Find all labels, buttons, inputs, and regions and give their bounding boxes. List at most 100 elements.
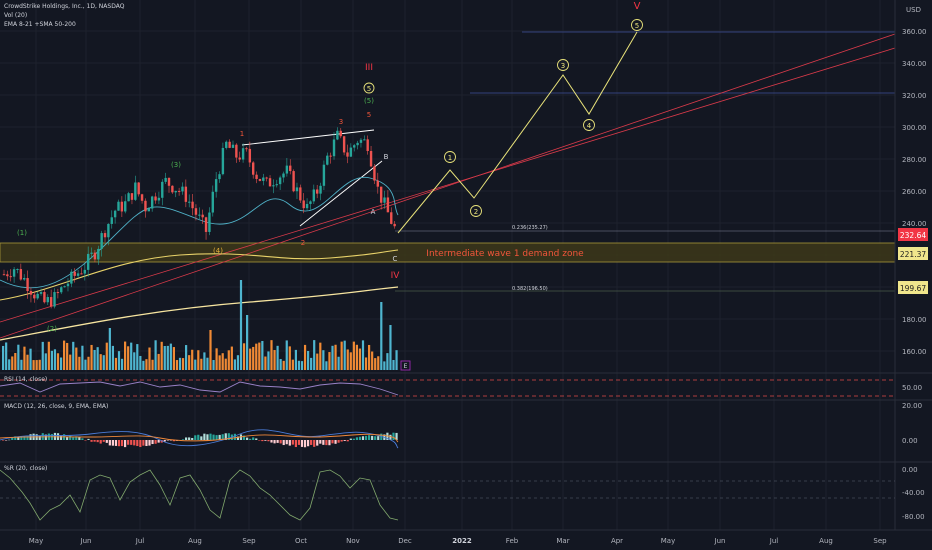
candle-body[interactable] [100,233,103,249]
candle-body[interactable] [204,217,208,232]
candle-body[interactable] [251,162,255,175]
candle-body[interactable] [383,197,386,203]
candle-body[interactable] [46,297,49,303]
candle-body[interactable] [393,223,396,227]
candle-body[interactable] [363,139,366,141]
candle-body[interactable] [154,196,157,201]
candle-body[interactable] [157,197,161,201]
earnings-badge[interactable] [400,360,411,371]
candle-body[interactable] [23,278,26,280]
candle-body[interactable] [235,144,238,158]
candle-body[interactable] [127,193,130,202]
candle-body[interactable] [70,271,73,284]
candle-body[interactable] [322,164,326,186]
candle-body[interactable] [6,274,9,277]
candle-body[interactable] [43,292,46,303]
candle-body[interactable] [16,269,19,271]
candle-body[interactable] [353,145,356,148]
candle-body[interactable] [19,269,23,280]
candle-body[interactable] [302,200,305,209]
candle-body[interactable] [144,200,147,212]
candle-body[interactable] [245,148,248,150]
candle-body[interactable] [76,273,80,276]
candle-body[interactable] [309,201,312,204]
candle-body[interactable] [80,273,83,275]
candle-body[interactable] [275,184,278,186]
candle-body[interactable] [191,201,194,209]
price-axis[interactable]: USD 360.00 340.00 320.00 300.00 280.00 2… [902,6,927,521]
candle-body[interactable] [110,217,113,224]
candle-body[interactable] [60,287,63,293]
volume-indicator-label[interactable]: Vol (20) [4,12,28,19]
candle-body[interactable] [134,182,137,200]
candle-body[interactable] [292,171,295,192]
candle-body[interactable] [241,148,245,160]
wr-indicator-label[interactable]: %R (20, close) [4,465,48,472]
candle-body[interactable] [113,210,117,218]
candle-body[interactable] [73,271,76,276]
candle-body[interactable] [221,147,225,175]
candle-body[interactable] [305,203,309,209]
candle-body[interactable] [137,182,140,195]
candle-body[interactable] [359,139,363,143]
candle-body[interactable] [198,214,201,216]
candle-body[interactable] [167,177,171,186]
candle-body[interactable] [174,190,177,193]
candle-body[interactable] [49,297,53,307]
candle-body[interactable] [164,177,167,182]
candle-body[interactable] [272,185,275,187]
candle-body[interactable] [12,269,16,277]
candle-body[interactable] [225,141,228,148]
candle-body[interactable] [379,186,383,203]
candle-body[interactable] [171,185,174,193]
candle-body[interactable] [315,189,319,194]
candle-body[interactable] [366,139,369,151]
candle-body[interactable] [201,214,204,218]
candle-body[interactable] [103,233,107,238]
candle-body[interactable] [208,212,211,232]
price-candles[interactable] [2,127,396,309]
candle-body[interactable] [312,189,316,202]
candle-body[interactable] [184,186,188,202]
candle-body[interactable] [124,201,127,212]
candle-body[interactable] [214,179,218,192]
candle-body[interactable] [39,292,43,294]
candle-body[interactable] [90,252,93,254]
candle-body[interactable] [33,294,36,299]
candle-body[interactable] [63,286,66,288]
candle-body[interactable] [66,283,70,287]
candle-body[interactable] [285,165,289,174]
ema-indicator-label[interactable]: EMA 8-21 +SMA 50-200 [4,21,76,28]
candle-body[interactable] [147,208,151,212]
candle-body[interactable] [386,197,390,213]
candle-body[interactable] [107,223,110,238]
candle-body[interactable] [299,187,302,201]
macd-indicator-label[interactable]: MACD (12, 26, close, 9, EMA, EMA) [4,403,109,410]
candle-body[interactable] [255,174,258,179]
candle-body[interactable] [268,178,272,187]
symbol-title[interactable]: CrowdStrike Holdings, Inc., 1D, NASDAQ [4,3,125,10]
time-axis[interactable]: May Jun Jul Aug Sep Oct Nov Dec 2022 Feb… [29,537,887,545]
candle-body[interactable] [390,212,393,224]
candle-body[interactable] [177,190,181,192]
candle-body[interactable] [289,165,292,172]
candle-body[interactable] [329,155,332,157]
candle-body[interactable] [319,185,322,194]
candle-body[interactable] [231,144,235,148]
candle-body[interactable] [117,201,120,211]
candle-body[interactable] [258,178,262,181]
candle-body[interactable] [83,269,87,274]
candle-body[interactable] [238,157,241,160]
candle-body[interactable] [36,293,39,299]
candle-body[interactable] [53,292,56,307]
candle-body[interactable] [346,152,349,157]
candle-body[interactable] [93,252,97,260]
candle-body[interactable] [326,155,329,165]
candle-body[interactable] [265,177,268,179]
candle-body[interactable] [248,148,252,163]
candle-body[interactable] [188,201,191,203]
candle-body[interactable] [161,181,164,198]
candle-body[interactable] [150,196,154,209]
candle-body[interactable] [218,174,221,180]
